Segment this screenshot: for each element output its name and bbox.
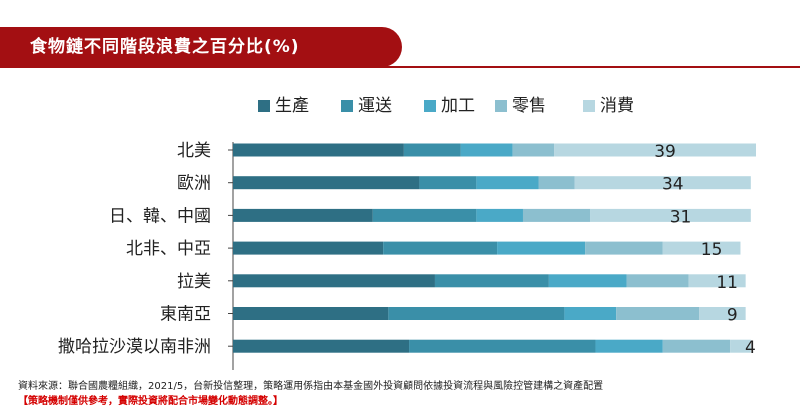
legend-label-3: 零售 (512, 96, 546, 116)
data-label-2: 31 (670, 207, 692, 227)
bar-segment-1-4 (574, 176, 751, 190)
bar-segment-6-2 (595, 339, 663, 353)
bar-segment-0-3 (512, 143, 555, 157)
legend-label-2: 加工 (441, 96, 475, 116)
bar-segment-3-1 (383, 241, 498, 255)
legend-label-0: 生產 (275, 96, 309, 116)
source-note: 資料來源：聯合國農糧組織，2021/5，台新投信整理，策略運用係指由本基金國外投… (18, 381, 604, 392)
bar-segment-5-3 (616, 307, 700, 320)
bar-segment-3-0 (233, 241, 384, 255)
bar-segment-5-0 (233, 307, 389, 320)
legend-swatch-1 (341, 100, 353, 112)
bar-segment-4-3 (626, 274, 689, 288)
chart-legend: 生產 運送 加工 零售 消費 (258, 96, 634, 116)
bar-segment-3-4 (662, 241, 741, 255)
category-label-2: 日、韓、中國 (109, 206, 211, 226)
bar-segment-3-3 (585, 241, 663, 255)
bar-segment-6-4 (730, 339, 751, 353)
data-label-5: 9 (727, 306, 738, 326)
legend-swatch-4 (583, 100, 595, 112)
bar-segment-2-2 (476, 208, 523, 222)
category-label-4: 拉美 (177, 272, 211, 292)
bar-segment-1-0 (233, 176, 420, 190)
bar-segment-0-4 (554, 143, 756, 157)
category-label-0: 北美 (177, 141, 211, 161)
bar-segment-3-2 (497, 241, 586, 255)
category-label-6: 撒哈拉沙漠以南非洲 (58, 337, 211, 357)
bar-segment-2-1 (372, 208, 477, 222)
stacked-bar-chart: 生產 運送 加工 零售 消費 北美歐洲日、韓、中國北非、中亞拉美東南亞撒哈拉沙漠以南非洲… (58, 96, 756, 370)
data-label-0: 39 (654, 142, 676, 162)
bar-segment-6-0 (233, 339, 410, 353)
bar-segment-4-2 (548, 274, 627, 288)
data-label-6: 4 (745, 338, 756, 358)
chart-title: 食物鏈不同階段浪費之百分比(%) (30, 37, 300, 57)
bar-segment-5-1 (388, 307, 565, 320)
disclaimer-note: 【策略機制僅供參考，實際投資將配合市場變化動態調整。】 (18, 396, 283, 407)
bar-segment-1-2 (476, 176, 539, 190)
bar-segment-5-4 (699, 307, 746, 320)
legend-label-1: 運送 (358, 96, 392, 116)
legend-swatch-2 (424, 100, 436, 112)
category-label-1: 歐洲 (177, 174, 211, 194)
legend-label-4: 消費 (600, 96, 634, 116)
bar-segment-4-0 (233, 274, 435, 288)
data-labels: 39 34 31 15 11 94 (654, 142, 756, 358)
bar-segment-6-3 (662, 339, 731, 353)
bar-segment-0-2 (460, 143, 513, 157)
bar-segment-6-1 (409, 339, 596, 353)
bar-segment-4-1 (434, 274, 549, 288)
bars (233, 143, 756, 353)
bar-segment-0-1 (403, 143, 461, 157)
data-label-4: 11 (716, 273, 738, 293)
bar-segment-0-0 (233, 143, 404, 157)
bar-segment-1-1 (419, 176, 477, 190)
bar-segment-1-3 (538, 176, 575, 190)
bar-segment-4-4 (688, 274, 746, 288)
bar-segment-2-3 (522, 208, 591, 222)
category-label-5: 東南亞 (160, 305, 211, 325)
bar-segment-2-4 (590, 208, 751, 222)
title-banner: 食物鏈不同階段浪費之百分比(%) (0, 27, 402, 67)
category-label-3: 北非、中亞 (126, 239, 211, 259)
data-label-3: 15 (701, 240, 723, 260)
title-divider (0, 66, 800, 68)
bar-segment-5-2 (564, 307, 617, 320)
data-label-1: 34 (662, 175, 684, 195)
legend-swatch-0 (258, 100, 270, 112)
legend-swatch-3 (495, 100, 507, 112)
bar-segment-2-0 (233, 208, 373, 222)
